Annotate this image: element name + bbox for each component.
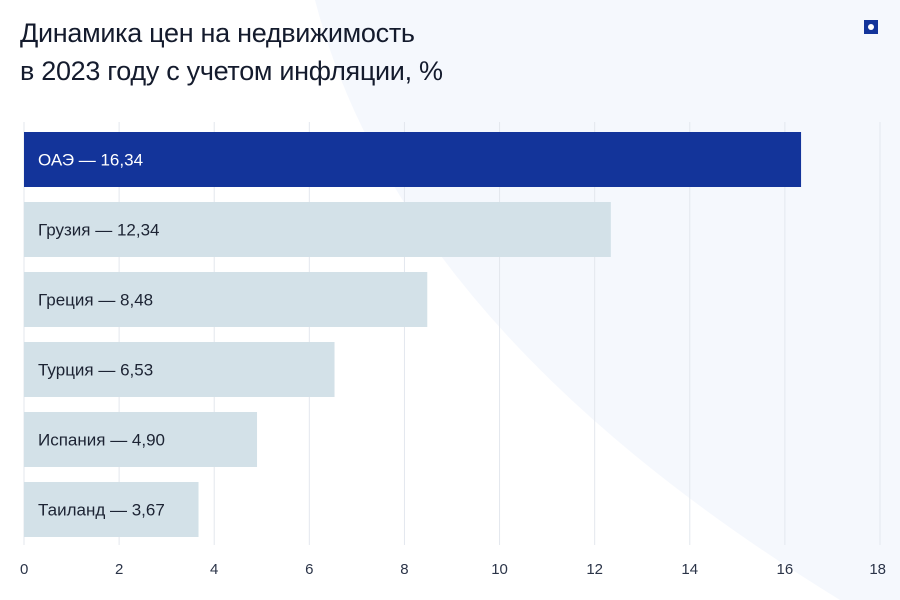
title-line-2: в 2023 году с учетом инфляции, % [20,56,443,86]
data-label: Испания — 4,90 [38,431,165,450]
x-tick-label: 16 [777,561,794,578]
data-label: Греция — 8,48 [38,291,153,310]
bar-0 [24,132,802,187]
x-tick-label: 2 [115,561,123,578]
x-tick-label: 8 [400,561,408,578]
bar-2 [24,272,428,327]
x-tick-label: 4 [210,561,218,578]
logo-icon [864,20,878,34]
data-label: Грузия — 12,34 [38,221,160,240]
bar-4 [24,412,258,467]
x-tick-label: 14 [681,561,698,578]
data-label: ОАЭ — 16,34 [38,151,143,170]
x-tick-label: 18 [869,561,886,578]
data-label: Турция — 6,53 [38,361,153,380]
bar-1 [24,202,611,257]
x-tick-label: 0 [20,561,28,578]
x-tick-label: 12 [586,561,603,578]
bar-5 [24,482,199,537]
data-label: Таиланд — 3,67 [38,501,165,520]
bar-3 [24,342,335,397]
title-line-1: Динамика цен на недвижимость [20,18,415,48]
x-tick-label: 10 [491,561,508,578]
chart-title: Динамика цен на недвижимость в 2023 году… [20,14,443,90]
x-tick-label: 6 [305,561,313,578]
